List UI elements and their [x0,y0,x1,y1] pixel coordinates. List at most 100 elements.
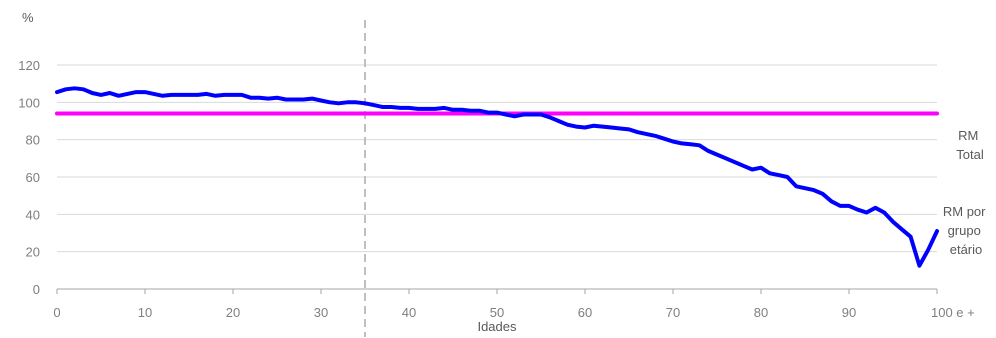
x-axis [56,288,938,294]
data-point [724,156,728,160]
data-point [381,105,385,109]
data-point [310,97,314,101]
data-point [442,106,446,110]
points-group [55,86,939,268]
data-point [249,96,253,100]
x-tick-label: 40 [402,305,416,320]
data-point [750,168,754,171]
data-point [398,106,402,110]
gridlines [57,64,937,253]
data-point [372,103,376,107]
data-point [486,111,490,115]
data-point [706,149,710,153]
x-tick-label: 50 [490,305,504,320]
data-point [337,101,341,105]
data-point [328,100,332,104]
data-point [240,93,244,97]
data-point [161,94,165,98]
data-point [143,90,147,94]
data-point [433,107,437,111]
data-point [601,125,605,129]
data-point [108,91,112,95]
x-axis-ticks: 0 10 20 30 40 50 60 70 80 90 100 e + [53,305,974,320]
y-tick-label: 80 [26,133,40,148]
x-tick-label: 10 [138,305,152,320]
data-point [73,86,77,90]
data-point [196,93,200,97]
x-tick-label: 60 [578,305,592,320]
x-tick-label: 70 [666,305,680,320]
x-axis-label: Idades [477,319,517,334]
data-point [768,171,772,175]
data-point [125,92,129,96]
data-point [882,211,886,214]
data-point [574,125,578,129]
data-point [609,126,613,129]
data-point [583,126,587,129]
data-point [838,204,842,208]
legend-label-rm-grupo-etario: RM por grupo etário [943,204,989,257]
data-point [618,127,622,130]
data-point [178,93,182,97]
data-point [425,107,429,111]
data-point [55,112,59,115]
data-point [513,114,517,118]
data-point [354,100,358,104]
data-point [592,124,596,128]
data-point [90,91,94,95]
y-tick-label: 100 [18,95,40,110]
data-point [821,192,825,196]
data-point [257,96,261,100]
y-axis-label: % [22,10,34,25]
data-point [794,184,798,188]
x-tick-label: 0 [53,305,60,320]
data-point [213,94,217,98]
data-point [389,105,393,109]
data-point [495,111,499,115]
data-point [891,220,895,224]
data-point [451,108,455,112]
data-point [134,90,138,94]
data-point [636,130,640,134]
data-point [715,153,719,157]
data-point [530,113,534,116]
data-point [266,97,270,101]
data-point [865,211,869,214]
data-point [293,98,297,101]
data-point [301,98,305,101]
data-point [900,227,904,231]
data-point [319,99,323,102]
y-tick-label: 120 [18,58,40,73]
data-point [935,229,939,233]
data-point [873,206,877,210]
data-point [803,186,807,190]
data-point [645,132,649,136]
data-point [680,141,684,145]
data-point [187,93,191,97]
data-point [469,109,473,113]
x-tick-label: 90 [842,305,856,320]
data-point [345,100,349,104]
data-point [64,87,68,91]
data-point [231,93,235,97]
data-point [407,106,411,110]
data-point [284,98,288,101]
data-point [539,113,543,116]
x-tick-label: 100 e + [931,305,975,320]
data-point [460,108,464,112]
data-point [653,134,657,138]
data-point [909,235,913,239]
x-tick-label: 80 [754,305,768,320]
data-point [777,173,781,177]
data-point [829,199,833,203]
data-point [99,93,103,97]
data-point [504,113,508,116]
legend-label-rm-total: RM Total [956,128,984,162]
data-point [662,137,666,141]
data-point [565,123,569,127]
data-point [733,160,737,164]
data-point [81,87,85,91]
data-point [55,90,59,94]
data-point [275,96,279,100]
